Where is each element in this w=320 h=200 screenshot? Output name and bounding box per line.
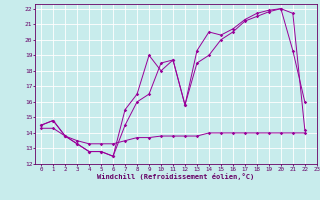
X-axis label: Windchill (Refroidissement éolien,°C): Windchill (Refroidissement éolien,°C) (97, 173, 255, 180)
